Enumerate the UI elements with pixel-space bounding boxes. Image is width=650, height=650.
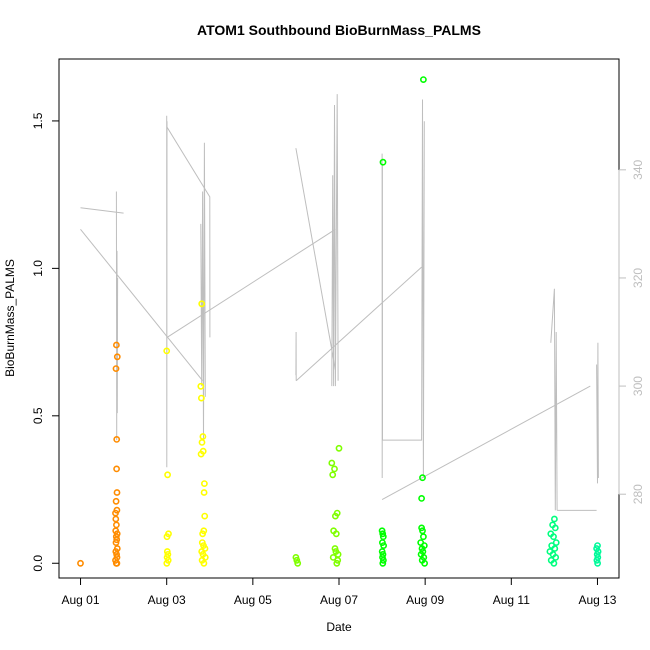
secondary-series-line bbox=[550, 288, 558, 511]
data-point bbox=[379, 559, 387, 567]
data-point bbox=[198, 438, 206, 446]
secondary-series-line bbox=[166, 228, 336, 338]
secondary-y-tick-label: 300 bbox=[631, 376, 645, 396]
data-point bbox=[113, 435, 121, 443]
data-point bbox=[333, 559, 341, 567]
data-point bbox=[164, 471, 171, 479]
data-point bbox=[335, 444, 343, 452]
data-points-layer bbox=[77, 76, 602, 567]
secondary-series-line bbox=[166, 126, 211, 338]
secondary-series-line bbox=[382, 99, 425, 479]
data-point bbox=[77, 559, 84, 567]
x-tick-label: Aug 07 bbox=[320, 593, 358, 607]
secondary-series-line bbox=[80, 228, 203, 382]
x-axis-label: Date bbox=[326, 620, 352, 634]
data-point bbox=[197, 450, 205, 458]
secondary-series-line bbox=[115, 191, 119, 441]
data-point bbox=[419, 533, 427, 541]
secondary-y-tick-label: 340 bbox=[631, 159, 645, 179]
data-point bbox=[163, 559, 171, 567]
data-point bbox=[113, 489, 121, 496]
data-point bbox=[293, 556, 301, 564]
data-point bbox=[113, 536, 121, 544]
secondary-series-layer bbox=[80, 94, 599, 511]
data-point bbox=[333, 509, 341, 517]
data-point bbox=[112, 497, 120, 505]
data-point bbox=[334, 556, 342, 564]
x-tick-label: Aug 09 bbox=[406, 593, 444, 607]
y-axis: 0.0 0.5 1.0 1.5 bbox=[31, 112, 60, 572]
data-point bbox=[379, 533, 387, 541]
chart-title: ATOM1 Southbound BioBurnMass_PALMS bbox=[197, 22, 481, 38]
data-point bbox=[198, 300, 206, 308]
data-point bbox=[550, 559, 558, 567]
x-tick-label: Aug 11 bbox=[493, 593, 530, 607]
data-point bbox=[552, 554, 560, 561]
secondary-series-line bbox=[596, 342, 599, 484]
y-tick-label: 1.5 bbox=[31, 112, 45, 129]
data-point bbox=[331, 545, 339, 552]
secondary-y-axis: 280 300 320 340 bbox=[618, 159, 645, 504]
data-point bbox=[550, 533, 557, 541]
data-point bbox=[113, 353, 121, 361]
x-tick-label: Aug 01 bbox=[62, 593, 100, 607]
data-point bbox=[112, 548, 120, 555]
secondary-series-line bbox=[200, 142, 206, 441]
data-point bbox=[379, 158, 387, 166]
data-point bbox=[419, 76, 427, 83]
secondary-series-line bbox=[295, 266, 422, 382]
data-point bbox=[163, 533, 171, 541]
data-point bbox=[551, 524, 559, 532]
data-point bbox=[329, 554, 337, 561]
secondary-series-line bbox=[331, 94, 339, 387]
data-point bbox=[418, 494, 425, 502]
data-point bbox=[199, 433, 207, 440]
secondary-series-line bbox=[295, 148, 336, 370]
secondary-y-tick-label: 280 bbox=[631, 484, 645, 504]
data-point bbox=[328, 459, 336, 467]
data-point bbox=[200, 559, 208, 567]
data-point bbox=[113, 559, 121, 567]
data-point bbox=[200, 480, 208, 487]
data-point bbox=[197, 382, 205, 390]
y-tick-label: 0.0 bbox=[31, 555, 45, 572]
x-tick-label: Aug 05 bbox=[234, 593, 272, 607]
data-point bbox=[378, 527, 386, 535]
y-tick-label: 1.0 bbox=[31, 260, 45, 277]
y-tick-label: 0.5 bbox=[31, 407, 45, 424]
data-point bbox=[419, 474, 426, 482]
x-axis: Aug 01 Aug 03 Aug 05 Aug 07 Aug 09 Aug 11 Aug … bbox=[62, 577, 617, 607]
data-point bbox=[163, 347, 171, 355]
x-tick-label: Aug 13 bbox=[578, 593, 616, 607]
data-point bbox=[112, 365, 120, 372]
data-point bbox=[201, 512, 209, 520]
data-point bbox=[379, 556, 387, 564]
secondary-y-tick-label: 320 bbox=[631, 268, 645, 288]
data-point bbox=[329, 471, 337, 479]
data-point bbox=[380, 542, 387, 549]
y-axis-label: BioBurnMass_PALMS bbox=[3, 259, 17, 377]
data-point bbox=[551, 545, 559, 552]
data-point bbox=[421, 559, 428, 567]
data-point bbox=[419, 527, 426, 535]
data-point bbox=[594, 559, 601, 567]
data-point bbox=[331, 465, 338, 473]
data-point bbox=[593, 556, 601, 564]
data-point bbox=[197, 394, 205, 402]
data-point bbox=[113, 551, 120, 558]
data-point bbox=[200, 489, 208, 496]
data-point bbox=[199, 530, 206, 538]
data-point bbox=[551, 515, 558, 523]
data-point bbox=[113, 465, 120, 473]
data-point bbox=[113, 341, 120, 349]
data-point bbox=[552, 539, 560, 546]
data-point bbox=[418, 545, 426, 552]
data-point bbox=[332, 530, 340, 538]
data-point bbox=[379, 530, 387, 538]
data-point bbox=[112, 539, 120, 546]
x-tick-label: Aug 03 bbox=[148, 593, 186, 607]
data-point bbox=[294, 559, 302, 567]
